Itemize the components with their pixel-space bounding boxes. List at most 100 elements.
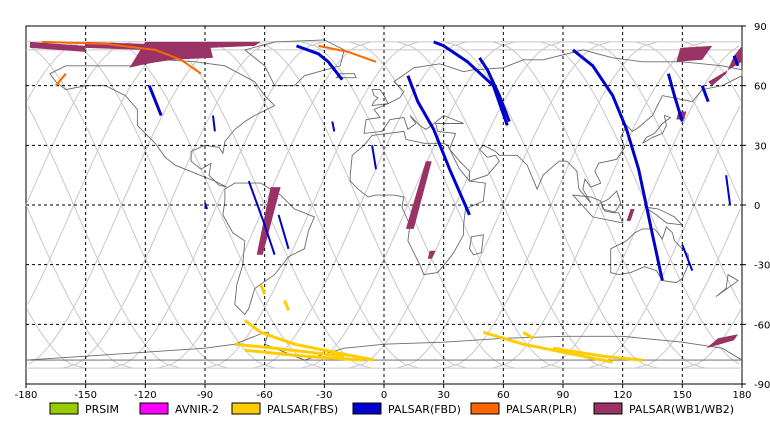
- x-tick-label: -90: [197, 390, 213, 401]
- swath-wb1-wb2: [708, 45, 742, 86]
- swath-palsar-fbd: [666, 73, 684, 122]
- orbit-track: [253, 41, 467, 369]
- swath-palsar-fbd: [204, 202, 208, 210]
- legend-label: PALSAR(FBS): [267, 403, 338, 416]
- orbit-track: [348, 41, 563, 369]
- x-tick-label: -180: [15, 390, 38, 401]
- legend-swatch: [49, 402, 79, 415]
- swath-palsar-fbd: [700, 85, 710, 103]
- swath-palsar-fbd: [406, 75, 471, 216]
- coastline-south-america: [222, 182, 315, 316]
- swath-wb1-wb2: [209, 41, 261, 48]
- coastlines: [25, 39, 744, 361]
- x-tick-label: 60: [497, 390, 510, 401]
- x-tick-label: -150: [74, 390, 97, 401]
- coastline-new-zealand: [715, 273, 739, 297]
- swath-palsar-fbd: [247, 180, 276, 256]
- swath-palsar-fbd: [433, 40, 509, 126]
- x-tick-label: 180: [732, 390, 751, 401]
- swath-palsar-fbd: [212, 115, 216, 132]
- swath-palsar-plr: [55, 73, 67, 87]
- observation-swaths: [30, 40, 742, 364]
- swath-palsar-fbs: [244, 348, 365, 362]
- y-tick-label: -30: [754, 261, 770, 272]
- y-tick-label: -90: [754, 380, 770, 391]
- legend-swatch: [352, 402, 382, 415]
- y-tick-label: 0: [754, 201, 760, 212]
- swath-palsar-fbd: [732, 55, 740, 67]
- orbit-track: [205, 41, 420, 369]
- y-tick-label: 60: [754, 82, 767, 93]
- orbit-track: [28, 41, 229, 365]
- longitude-ticks: -180 -150 -120 -90 -60 -30 0 30 60 90 120 150 180: [15, 384, 752, 401]
- swath-palsar-fbd: [725, 175, 732, 206]
- x-tick-label: -60: [256, 390, 272, 401]
- x-tick-label: 90: [557, 390, 570, 401]
- orbit-track: [26, 41, 741, 369]
- swath-palsar-fbd: [371, 145, 377, 170]
- swath-wb1-wb2: [256, 187, 281, 255]
- x-tick-label: 0: [381, 390, 387, 401]
- swath-wb1-wb2: [30, 41, 86, 52]
- grid-lines: [26, 26, 742, 384]
- orbit-track: [110, 41, 324, 369]
- x-tick-label: -120: [134, 390, 157, 401]
- x-tick-label: 150: [673, 390, 692, 401]
- swath-palsar-fbs: [283, 299, 290, 311]
- swath-palsar-fbs: [552, 346, 643, 362]
- legend-label: AVNIR-2: [175, 403, 219, 416]
- coastline-indonesia: [571, 194, 624, 224]
- swath-palsar-fbd: [295, 44, 344, 81]
- swath-palsar-fbd: [571, 48, 664, 281]
- legend-label: PALSAR(FBD): [388, 403, 461, 416]
- y-tick-label: 90: [754, 22, 767, 33]
- orbit-tracks: [25, 41, 742, 369]
- swath-wb1-wb2: [405, 161, 432, 229]
- swath-palsar-fbd: [277, 214, 290, 250]
- legend-swatch: [231, 402, 261, 415]
- x-tick-label: -30: [316, 390, 332, 401]
- orbit-track: [25, 41, 741, 369]
- swath-palsar-fbs: [234, 342, 345, 358]
- swath-palsar-fbd: [681, 244, 694, 271]
- x-tick-label: 30: [437, 390, 450, 401]
- legend-swatch: [470, 402, 500, 415]
- orbit-track: [301, 41, 515, 369]
- orbit-track: [157, 41, 372, 369]
- coastline-greenland: [243, 39, 345, 87]
- coastline-north-america: [49, 59, 276, 188]
- coastline-eurasia: [363, 49, 743, 204]
- swath-wb1-wb2: [706, 334, 738, 349]
- coastline-japan: [642, 114, 672, 144]
- legend-label: PALSAR(WB1/WB2): [629, 403, 734, 416]
- legend: PRSIM AVNIR-2 PALSAR(FBS) PALSAR(FBD) PALSAR…: [49, 402, 734, 416]
- orbit-track: [62, 41, 276, 369]
- legend-swatch: [139, 402, 169, 415]
- coastline-antarctica: [25, 331, 744, 361]
- swath-palsar-fbd: [331, 121, 336, 132]
- coastline-africa: [349, 130, 486, 276]
- latitude-ticks: 90 60 30 0 -30 -60 -90: [742, 22, 770, 391]
- swath-palsar-plr: [41, 40, 202, 75]
- legend-swatch: [593, 402, 623, 415]
- coastline-british-isles: [371, 89, 389, 107]
- swath-palsar-fbd: [478, 56, 511, 123]
- y-tick-label: 30: [754, 141, 767, 152]
- swath-palsar-fbs: [522, 331, 534, 340]
- swath-palsar-fbs: [259, 284, 267, 296]
- swath-palsar-plr: [318, 44, 377, 63]
- y-tick-label: -60: [754, 320, 770, 331]
- coastline-borneo: [600, 190, 622, 214]
- orbit-track: [396, 41, 611, 369]
- swath-wb1-wb2: [427, 250, 436, 259]
- legend-label: PALSAR(PLR): [506, 403, 577, 416]
- swath-palsar-fbs: [482, 330, 613, 364]
- x-tick-label: 120: [613, 390, 632, 401]
- swath-palsar-fbs: [243, 319, 375, 362]
- swath-wb1-wb2: [676, 45, 713, 62]
- swath-palsar-fbd: [147, 85, 163, 117]
- coastline-madagascar: [469, 234, 484, 256]
- swath-wb1-wb2: [626, 209, 635, 221]
- legend-label: PRSIM: [85, 403, 119, 416]
